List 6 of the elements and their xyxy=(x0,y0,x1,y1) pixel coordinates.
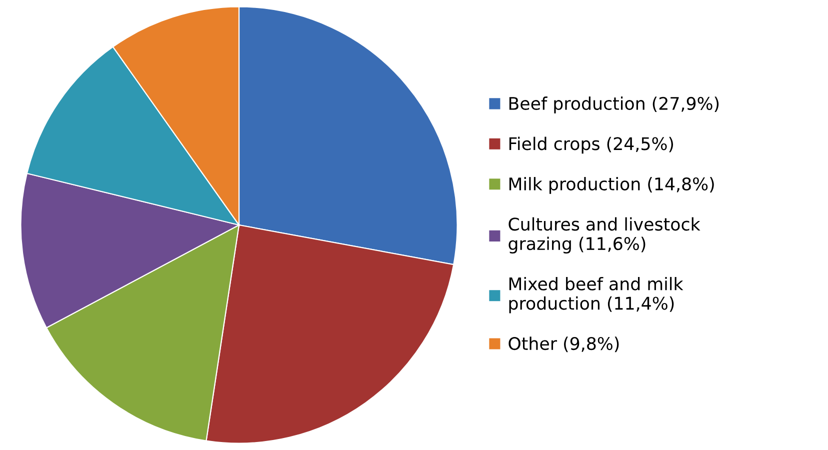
legend-label: Field crops (24,5%) xyxy=(509,136,674,154)
legend-label: Mixed beef and milk production (11,4%) xyxy=(509,276,684,314)
legend-label: Other (9,8%) xyxy=(508,336,619,352)
legend-label: Cultures and livestock grazing (11,6%) xyxy=(508,217,700,254)
legend-label: Beef production (27,9%) xyxy=(509,96,719,114)
legend-label: Milk production (14,8%) xyxy=(509,177,714,194)
